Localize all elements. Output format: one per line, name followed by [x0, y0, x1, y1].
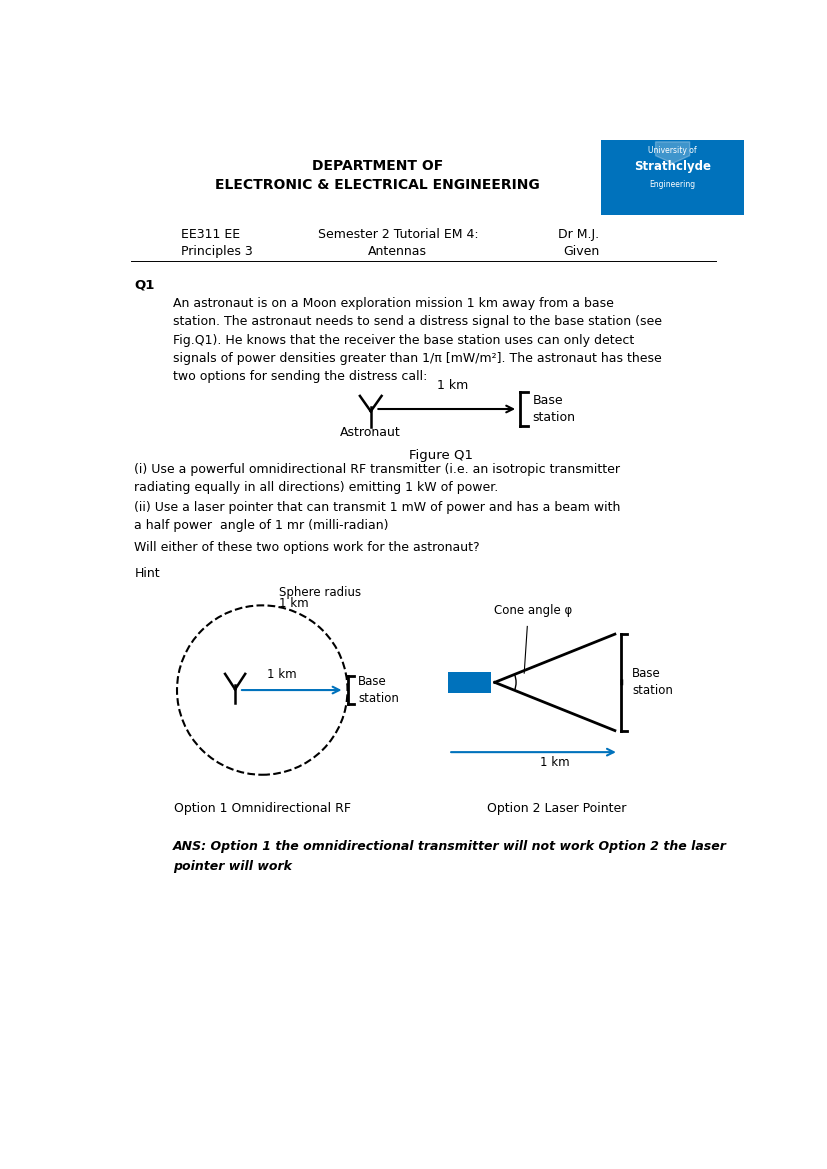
Text: ANS: Option 1 the omnidirectional transmitter will not work Option 2 the laser: ANS: Option 1 the omnidirectional transm…	[173, 841, 727, 853]
Text: 1 km: 1 km	[437, 379, 468, 392]
Text: Dr M.J.: Dr M.J.	[558, 228, 600, 241]
Text: Option 2 Laser Pointer: Option 2 Laser Pointer	[487, 802, 626, 815]
Text: DEPARTMENT OF: DEPARTMENT OF	[312, 159, 443, 173]
Text: (i) Use a powerful omnidirectional RF transmitter (i.e. an isotropic transmitter: (i) Use a powerful omnidirectional RF tr…	[134, 463, 620, 476]
Text: Semester 2 Tutorial EM 4:: Semester 2 Tutorial EM 4:	[318, 228, 478, 241]
Text: Principles 3: Principles 3	[181, 245, 252, 258]
Text: Will either of these two options work for the astronaut?: Will either of these two options work fo…	[134, 541, 480, 554]
Text: Sphere radius: Sphere radius	[280, 586, 361, 600]
Text: (ii) Use a laser pointer that can transmit 1 mW of power and has a beam with: (ii) Use a laser pointer that can transm…	[134, 502, 621, 514]
Text: University of: University of	[648, 146, 697, 155]
Bar	[601, 140, 744, 215]
Polygon shape	[656, 141, 690, 164]
Text: Option 1 Omnidirectional RF: Option 1 Omnidirectional RF	[174, 802, 351, 815]
Text: An astronaut is on a Moon exploration mission 1 km away from a base: An astronaut is on a Moon exploration mi…	[173, 297, 614, 310]
Text: a half power  angle of 1 mr (milli-radian): a half power angle of 1 mr (milli-radian…	[134, 519, 389, 532]
Text: Base
station: Base station	[533, 394, 576, 424]
Text: Strathclyde: Strathclyde	[634, 159, 711, 173]
Text: station. The astronaut needs to send a distress signal to the base station (see: station. The astronaut needs to send a d…	[173, 316, 662, 328]
Bar	[448, 671, 491, 693]
Text: Q1: Q1	[134, 278, 155, 291]
Text: Fig.Q1). He knows that the receiver the base station uses can only detect: Fig.Q1). He knows that the receiver the …	[173, 333, 634, 346]
Text: 1 km: 1 km	[280, 597, 309, 610]
Text: Figure Q1: Figure Q1	[409, 449, 472, 462]
Text: ELECTRONIC & ELECTRICAL ENGINEERING: ELECTRONIC & ELECTRICAL ENGINEERING	[215, 178, 540, 192]
Text: Antennas: Antennas	[368, 245, 428, 258]
Text: signals of power densities greater than 1/π [mW/m²]. The astronaut has these: signals of power densities greater than …	[173, 352, 662, 365]
Text: Given: Given	[563, 245, 600, 258]
Text: Base
station: Base station	[632, 667, 673, 698]
Text: Engineering: Engineering	[649, 180, 696, 189]
Text: Astronaut: Astronaut	[341, 426, 401, 438]
Text: two options for sending the distress call:: two options for sending the distress cal…	[173, 369, 428, 382]
Text: EE311 EE: EE311 EE	[181, 228, 240, 241]
Text: Base
station: Base station	[358, 675, 399, 705]
Text: radiating equally in all directions) emitting 1 kW of power.: radiating equally in all directions) emi…	[134, 480, 499, 493]
Text: Hint: Hint	[134, 567, 160, 580]
Text: Cone angle φ: Cone angle φ	[495, 604, 572, 617]
Text: 1 km: 1 km	[267, 667, 296, 680]
Text: pointer will work: pointer will work	[173, 860, 292, 873]
Text: 1 km: 1 km	[540, 756, 570, 769]
